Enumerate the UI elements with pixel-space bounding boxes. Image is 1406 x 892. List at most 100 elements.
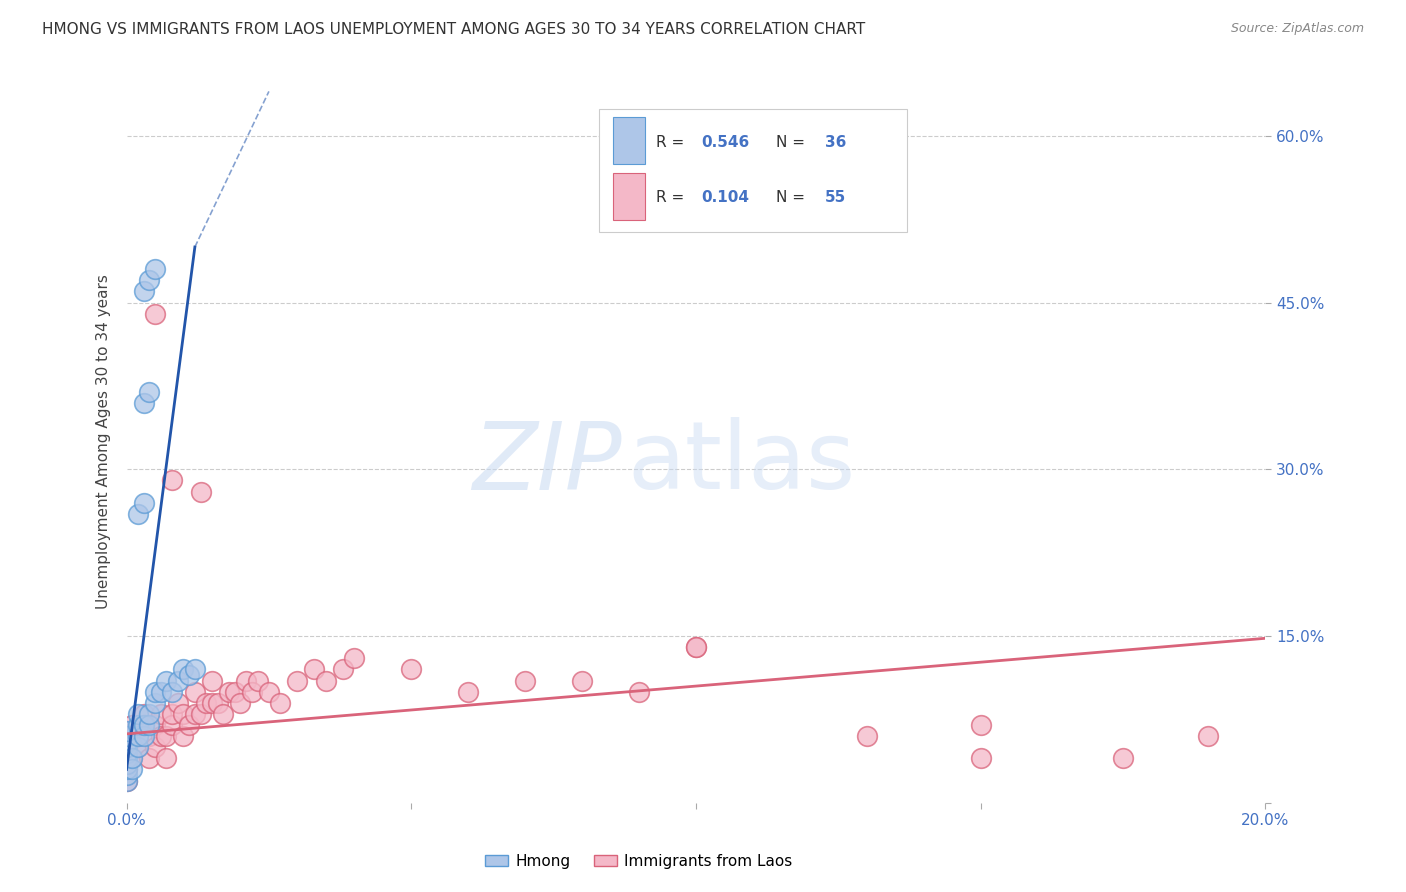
Text: 36: 36	[825, 135, 846, 150]
Point	[127, 718, 149, 732]
Point	[132, 285, 155, 299]
Point	[132, 496, 155, 510]
Point	[138, 273, 160, 287]
Point	[127, 729, 149, 743]
Point	[155, 729, 177, 743]
Point	[143, 718, 166, 732]
Point	[315, 673, 337, 688]
Point	[184, 662, 207, 676]
Text: Source: ZipAtlas.com: Source: ZipAtlas.com	[1230, 22, 1364, 36]
Point	[1198, 729, 1220, 743]
Point	[115, 773, 138, 788]
Point	[160, 684, 183, 698]
Point	[160, 474, 183, 488]
Point	[132, 718, 155, 732]
Point	[401, 662, 423, 676]
Text: N =: N =	[776, 135, 810, 150]
Point	[121, 718, 143, 732]
Text: atlas: atlas	[627, 417, 856, 509]
Point	[457, 684, 479, 698]
Point	[115, 740, 138, 755]
Point	[121, 763, 143, 777]
Point	[970, 718, 993, 732]
Point	[149, 729, 172, 743]
Point	[218, 684, 240, 698]
Point	[179, 718, 201, 732]
Point	[143, 684, 166, 698]
Point	[115, 773, 138, 788]
Point	[143, 696, 166, 710]
Point	[685, 640, 707, 655]
Point	[138, 706, 160, 721]
Point	[127, 507, 149, 521]
Point	[155, 751, 177, 765]
Point	[132, 706, 155, 721]
Point	[343, 651, 366, 665]
Text: 55: 55	[825, 190, 846, 205]
Point	[115, 746, 138, 760]
FancyBboxPatch shape	[599, 109, 907, 232]
Point	[138, 718, 160, 732]
Point	[115, 751, 138, 765]
Text: 0.104: 0.104	[702, 190, 749, 205]
Point	[207, 696, 229, 710]
Point	[235, 673, 257, 688]
Point	[224, 684, 246, 698]
Point	[201, 696, 224, 710]
Point	[195, 696, 218, 710]
Point	[166, 696, 188, 710]
Point	[184, 684, 207, 698]
Point	[115, 756, 138, 771]
Point	[257, 684, 280, 698]
Point	[246, 673, 269, 688]
Point	[685, 640, 707, 655]
Point	[132, 395, 155, 409]
Point	[269, 696, 291, 710]
Point	[115, 763, 138, 777]
Point	[190, 706, 212, 721]
Point	[127, 729, 149, 743]
Point	[121, 751, 143, 765]
Point	[172, 706, 194, 721]
Point	[304, 662, 326, 676]
Bar	[613, 173, 645, 219]
Point	[132, 718, 155, 732]
Point	[855, 729, 877, 743]
Point	[143, 740, 166, 755]
Point	[115, 734, 138, 748]
Text: ZIP: ZIP	[472, 417, 621, 508]
Text: N =: N =	[776, 190, 810, 205]
Point	[155, 673, 177, 688]
Point	[127, 740, 149, 755]
Point	[240, 684, 263, 698]
Point	[332, 662, 354, 676]
Point	[179, 668, 201, 682]
Point	[628, 684, 651, 698]
Point	[115, 729, 138, 743]
Point	[160, 718, 183, 732]
Point	[127, 740, 149, 755]
Point	[143, 307, 166, 321]
Point	[190, 484, 212, 499]
Point	[115, 768, 138, 782]
Point	[149, 706, 172, 721]
Point	[138, 729, 160, 743]
Point	[115, 740, 138, 755]
Point	[121, 751, 143, 765]
Y-axis label: Unemployment Among Ages 30 to 34 years: Unemployment Among Ages 30 to 34 years	[96, 274, 111, 609]
Point	[184, 706, 207, 721]
Point	[115, 723, 138, 738]
Text: R =: R =	[657, 135, 689, 150]
Point	[143, 262, 166, 277]
Point	[212, 706, 235, 721]
Point	[138, 384, 160, 399]
Point	[132, 729, 155, 743]
Point	[115, 763, 138, 777]
Point	[571, 673, 593, 688]
Point	[287, 673, 309, 688]
Bar	[613, 118, 645, 164]
Point	[166, 673, 188, 688]
Text: R =: R =	[657, 190, 689, 205]
Legend: Hmong, Immigrants from Laos: Hmong, Immigrants from Laos	[479, 847, 799, 875]
Text: HMONG VS IMMIGRANTS FROM LAOS UNEMPLOYMENT AMONG AGES 30 TO 34 YEARS CORRELATION: HMONG VS IMMIGRANTS FROM LAOS UNEMPLOYME…	[42, 22, 866, 37]
